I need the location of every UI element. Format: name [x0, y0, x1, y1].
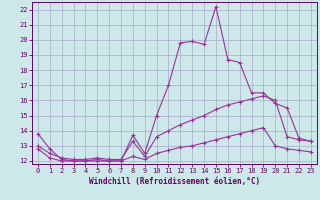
X-axis label: Windchill (Refroidissement éolien,°C): Windchill (Refroidissement éolien,°C)	[89, 177, 260, 186]
